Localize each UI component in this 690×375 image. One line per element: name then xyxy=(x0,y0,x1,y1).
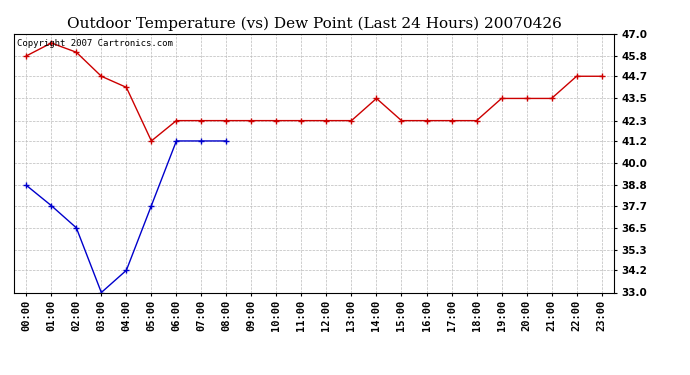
Text: Copyright 2007 Cartronics.com: Copyright 2007 Cartronics.com xyxy=(17,39,172,48)
Title: Outdoor Temperature (vs) Dew Point (Last 24 Hours) 20070426: Outdoor Temperature (vs) Dew Point (Last… xyxy=(66,17,562,31)
